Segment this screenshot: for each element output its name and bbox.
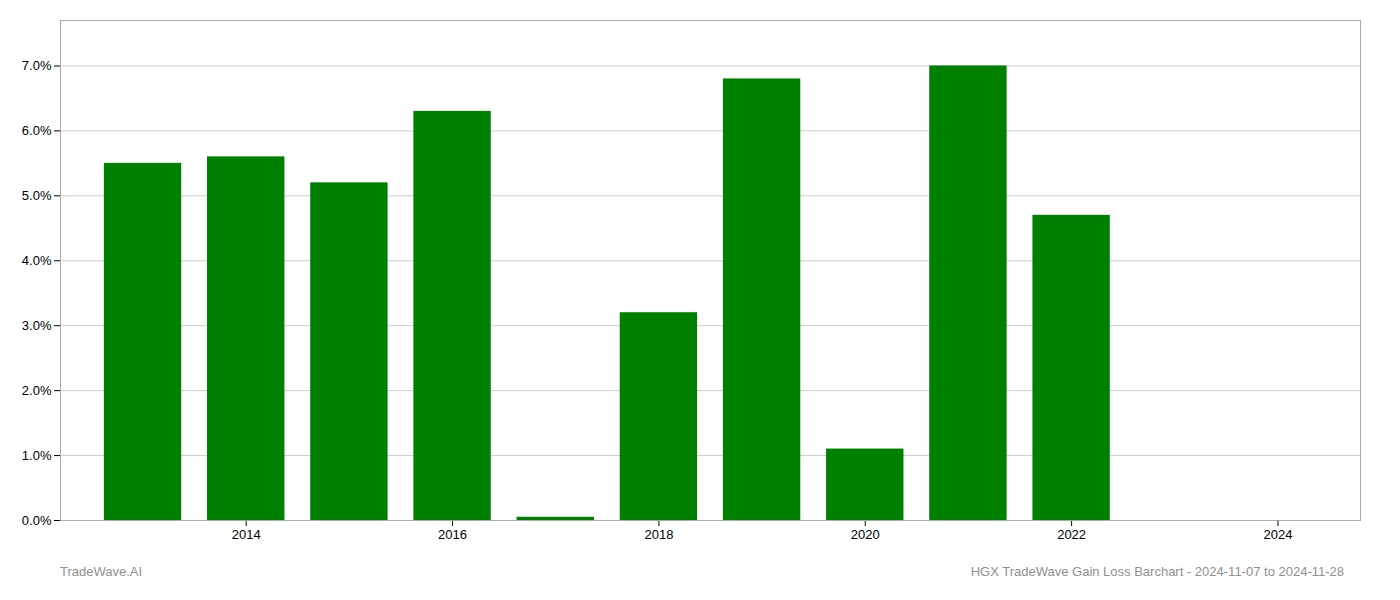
svg-text:2022: 2022 xyxy=(1057,527,1086,542)
svg-text:7.0%: 7.0% xyxy=(22,58,52,73)
svg-text:6.0%: 6.0% xyxy=(22,123,52,138)
html-text:HGX TradeWave Gain Loss Barcha: HGX TradeWave Gain Loss Barchart - 2024-… xyxy=(970,564,1344,579)
svg-text:3.0%: 3.0% xyxy=(22,318,52,333)
svg-text:2020: 2020 xyxy=(851,527,880,542)
svg-text:4.0%: 4.0% xyxy=(22,253,52,268)
svg-text:5.0%: 5.0% xyxy=(22,188,52,203)
svg-text:2016: 2016 xyxy=(438,527,467,542)
svg-text:2018: 2018 xyxy=(644,527,673,542)
svg-text:2014: 2014 xyxy=(232,527,261,542)
svg-text:2.0%: 2.0% xyxy=(22,383,52,398)
svg-text:0.0%: 0.0% xyxy=(22,513,52,528)
svg-text:1.0%: 1.0% xyxy=(22,448,52,463)
html-text:TradeWave.AI: TradeWave.AI xyxy=(60,564,143,579)
svg-text:2024: 2024 xyxy=(1263,527,1292,542)
